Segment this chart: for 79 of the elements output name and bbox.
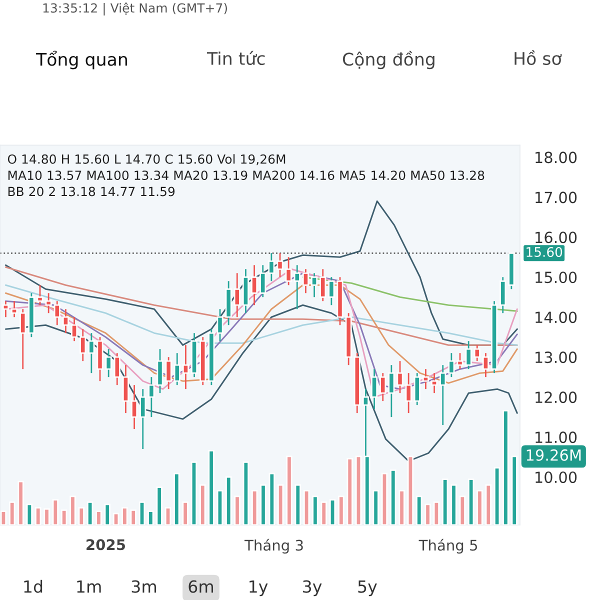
candlestick xyxy=(431,372,438,394)
candlestick xyxy=(302,268,309,294)
candlestick xyxy=(311,272,318,298)
candlestick xyxy=(294,264,300,310)
text: 6m xyxy=(188,580,214,593)
candlestick xyxy=(36,284,44,306)
y-tick-label: 17.00 xyxy=(536,192,577,204)
text: Cộng đồng xyxy=(342,50,434,70)
ref-line-label: 15.60 xyxy=(526,246,562,257)
candlestick xyxy=(234,272,240,318)
annotation: O 14.80 H 15.60 L 14.70 C 15.60 Vol 19,26M xyxy=(8,154,286,166)
text: 19.26M xyxy=(526,449,581,461)
candlestick xyxy=(131,384,138,430)
candlestick xyxy=(11,300,18,318)
candlestick xyxy=(414,372,420,406)
text: Tổng quan xyxy=(36,50,127,70)
candlestick xyxy=(405,372,412,414)
y-tick-label: 10.00 xyxy=(536,471,577,484)
y-tick-label: 14.00 xyxy=(536,312,577,324)
text: 1d xyxy=(24,580,42,593)
candlestick xyxy=(285,256,292,286)
text: Tin tức xyxy=(206,50,265,66)
candlestick xyxy=(62,308,69,334)
candlestick xyxy=(165,356,172,390)
text: 3m xyxy=(132,580,156,593)
candlestick xyxy=(328,276,335,306)
text: 5y xyxy=(358,580,377,596)
candlestick xyxy=(268,252,275,282)
candlestick xyxy=(251,264,258,306)
candlestick xyxy=(276,252,284,278)
line-series xyxy=(4,266,518,346)
candlestick xyxy=(422,368,429,390)
candlestick xyxy=(20,308,26,370)
text: 13:35:12 | Việt Nam (GMT+7) xyxy=(43,2,227,16)
candlestick xyxy=(320,268,326,302)
candlestick xyxy=(474,344,480,362)
candlestick xyxy=(456,352,464,370)
candlestick xyxy=(500,276,506,314)
candlestick xyxy=(88,332,95,374)
candlestick xyxy=(388,364,395,418)
candlestick xyxy=(54,300,60,326)
y-tick-label: 15.00 xyxy=(536,272,577,284)
candlestick xyxy=(448,352,455,378)
text: 1m xyxy=(77,580,101,593)
candlestick xyxy=(174,352,180,386)
candlestick xyxy=(45,292,52,314)
candlestick xyxy=(216,308,224,342)
y-tick-label: 12.00 xyxy=(536,392,577,404)
y-tick-label: 16.00 xyxy=(536,232,577,244)
candlestick xyxy=(380,372,386,402)
candlestick xyxy=(148,376,155,418)
x-tick-label: 2025 xyxy=(86,539,125,550)
candlestick xyxy=(465,340,472,370)
candlestick xyxy=(105,348,112,378)
annotation: MA10 13.57 MA100 13.34 MA20 13.19 MA200 14.16 MA5 14.20 MA50 13.28 xyxy=(8,170,484,180)
candlestick xyxy=(371,368,378,410)
line-series xyxy=(4,304,518,462)
candlestick xyxy=(482,352,489,378)
candlestick xyxy=(80,328,86,362)
y-tick-label: 18.00 xyxy=(536,152,577,164)
y-tick-label: 11.00 xyxy=(536,432,577,444)
annotation: BB 20 2 13.18 14.77 11.59 xyxy=(8,186,175,196)
text: Hồ sơ xyxy=(514,50,562,66)
x-tick-label: Tháng 3 xyxy=(244,538,303,554)
line-series xyxy=(4,284,518,346)
text: 1y xyxy=(250,580,268,596)
line-series xyxy=(4,200,518,346)
candlestick xyxy=(182,344,189,390)
y-tick-label: 13.00 xyxy=(536,352,577,364)
candlestick xyxy=(71,316,78,342)
x-tick-label: Tháng 5 xyxy=(418,538,478,554)
candlestick xyxy=(440,364,446,426)
candlestick xyxy=(140,388,146,450)
candlestick xyxy=(396,360,404,394)
text: 3y xyxy=(303,580,322,596)
candlestick xyxy=(122,364,129,414)
candlestick xyxy=(114,352,120,386)
candlestick xyxy=(156,348,164,394)
candlestick xyxy=(260,264,266,298)
